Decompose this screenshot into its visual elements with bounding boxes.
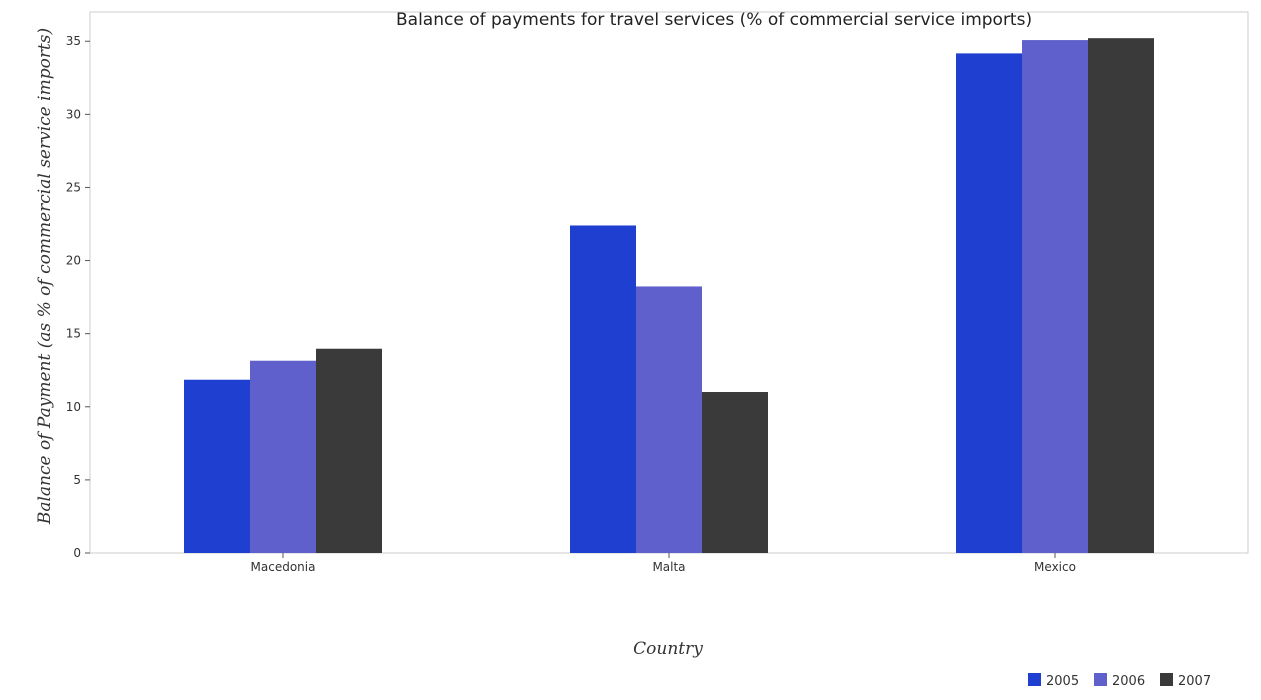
bar-2006-mexico: [1022, 40, 1088, 554]
legend-label-2006: 2006: [1112, 674, 1145, 689]
x-tick-label: Malta: [652, 560, 685, 574]
x-axis: Macedonia Malta Mexico: [251, 553, 1076, 574]
legend: 2005 2006 2007: [1028, 673, 1211, 689]
y-axis: 0 5 10 15 20 25 30 35: [66, 34, 90, 560]
x-tick-label: Macedonia: [251, 560, 316, 574]
y-tick-label: 0: [73, 546, 81, 560]
legend-swatch-2005: [1028, 673, 1041, 686]
bar-2006-malta: [636, 286, 702, 553]
y-tick-label: 25: [66, 180, 81, 194]
legend-label-2005: 2005: [1046, 674, 1079, 689]
x-axis-title: Country: [633, 639, 703, 659]
y-tick-label: 5: [73, 473, 81, 487]
x-tick-label: Mexico: [1034, 560, 1076, 574]
y-tick-label: 10: [66, 400, 81, 414]
bar-2007-malta: [702, 392, 768, 553]
bar-2006-macedonia: [250, 360, 316, 553]
bars: [184, 38, 1154, 554]
y-axis-title: Balance of Payment (as % of commercial s…: [35, 28, 55, 525]
y-tick-label: 20: [66, 254, 81, 268]
legend-label-2007: 2007: [1178, 674, 1211, 689]
bar-2007-mexico: [1088, 38, 1154, 553]
chart-title: Balance of payments for travel services …: [396, 10, 1032, 30]
y-tick-label: 15: [66, 327, 81, 341]
legend-swatch-2007: [1160, 673, 1173, 686]
legend-swatch-2006: [1094, 673, 1107, 686]
y-tick-label: 30: [66, 107, 81, 121]
bar-2007-macedonia: [316, 348, 382, 553]
bar-2005-macedonia: [184, 379, 250, 553]
bar-2005-malta: [570, 225, 636, 553]
y-tick-label: 35: [66, 34, 81, 48]
bar-2005-mexico: [956, 53, 1022, 554]
